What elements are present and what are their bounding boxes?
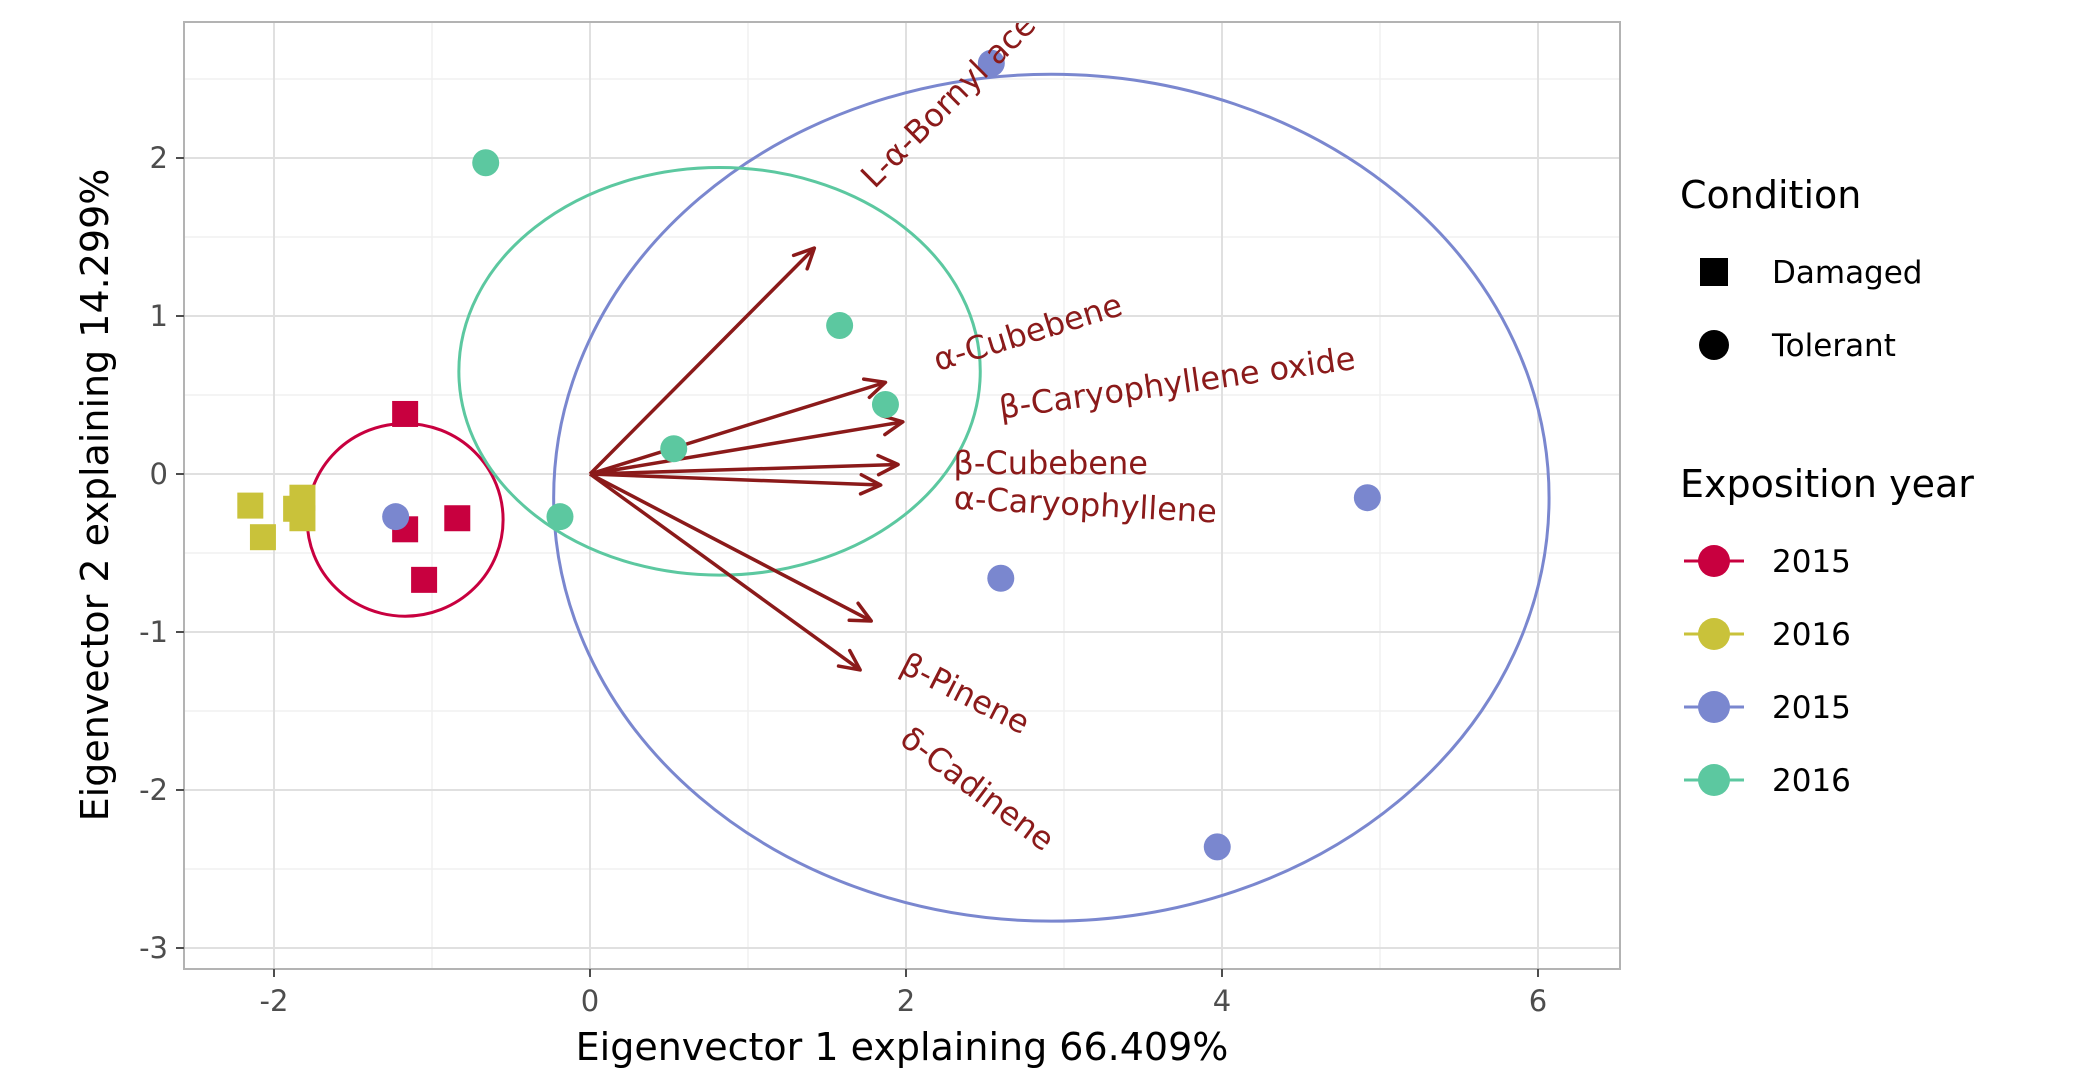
data-point-circle <box>826 311 854 339</box>
data-points <box>237 49 1381 861</box>
loading-arrow <box>589 472 883 496</box>
legend-key-circle <box>1698 691 1730 723</box>
loading-arrow <box>589 453 900 477</box>
data-point-circle <box>546 503 574 531</box>
data-point-square <box>411 566 438 593</box>
y-axis-ticks: -3 -2 -1 0 1 2 <box>139 141 184 965</box>
legend-label-year: 2016 <box>1772 763 1851 799</box>
x-axis-ticks: -2 0 2 4 6 <box>260 969 1547 1018</box>
x-axis-title: Eigenvector 1 explaining 66.409% <box>576 1025 1229 1069</box>
y-tick-label: 1 <box>150 299 168 333</box>
loading-arrow <box>589 377 888 476</box>
loading-arrows <box>588 246 905 672</box>
x-tick-label: 6 <box>1529 984 1547 1018</box>
grid-major <box>184 22 1620 969</box>
loading-label: β-Cubebene <box>953 444 1148 482</box>
data-point-circle <box>987 564 1015 592</box>
loading-arrow <box>589 413 905 476</box>
legend-label-condition: Damaged <box>1772 255 1923 291</box>
y-tick-label: 0 <box>150 457 168 491</box>
data-point-circle <box>382 503 410 531</box>
x-tick-label: 0 <box>581 984 599 1018</box>
plot-panel-border <box>183 21 1621 970</box>
loading-arrow <box>588 472 862 672</box>
y-tick-label: -3 <box>139 931 168 965</box>
data-point-circle <box>1353 484 1381 512</box>
x-tick-label: 2 <box>897 984 915 1018</box>
legend-title-condition: Condition <box>1680 173 1861 217</box>
loading-arrow <box>588 246 817 476</box>
y-tick-label: 2 <box>150 141 168 175</box>
y-axis-title: Eigenvector 2 explaining 14.299% <box>73 169 117 822</box>
legend-label-year: 2015 <box>1772 544 1851 580</box>
data-point-square <box>237 492 264 519</box>
y-tick-label: -1 <box>139 615 168 649</box>
data-point-square <box>392 400 419 427</box>
legend-label-year: 2016 <box>1772 617 1851 653</box>
loading-arrow <box>589 472 873 623</box>
data-point-square <box>444 505 471 532</box>
x-tick-label: -2 <box>260 984 289 1018</box>
data-point-square <box>283 495 310 522</box>
group-ellipse <box>457 165 982 577</box>
legend-key-circle <box>1698 545 1730 577</box>
data-point-circle <box>1203 833 1231 861</box>
data-point-circle <box>660 435 688 463</box>
x-tick-label: 4 <box>1213 984 1231 1018</box>
legend-key-circle <box>1699 330 1729 360</box>
legend-key-circle <box>1698 764 1730 796</box>
data-point-square <box>249 524 276 551</box>
legend-key-circle <box>1698 618 1730 650</box>
data-point-circle <box>977 49 1005 77</box>
legend-title-year: Exposition year <box>1680 462 1974 506</box>
legend-label-condition: Tolerant <box>1771 328 1896 364</box>
legend-key-square <box>1700 258 1728 286</box>
y-tick-label: -2 <box>139 773 168 807</box>
legend: Condition Damaged Tolerant Exposition year 2… <box>1680 173 1974 799</box>
data-point-circle <box>472 149 500 177</box>
legend-label-year: 2015 <box>1772 690 1851 726</box>
group-ellipse <box>552 72 1551 923</box>
data-point-circle <box>871 390 899 418</box>
